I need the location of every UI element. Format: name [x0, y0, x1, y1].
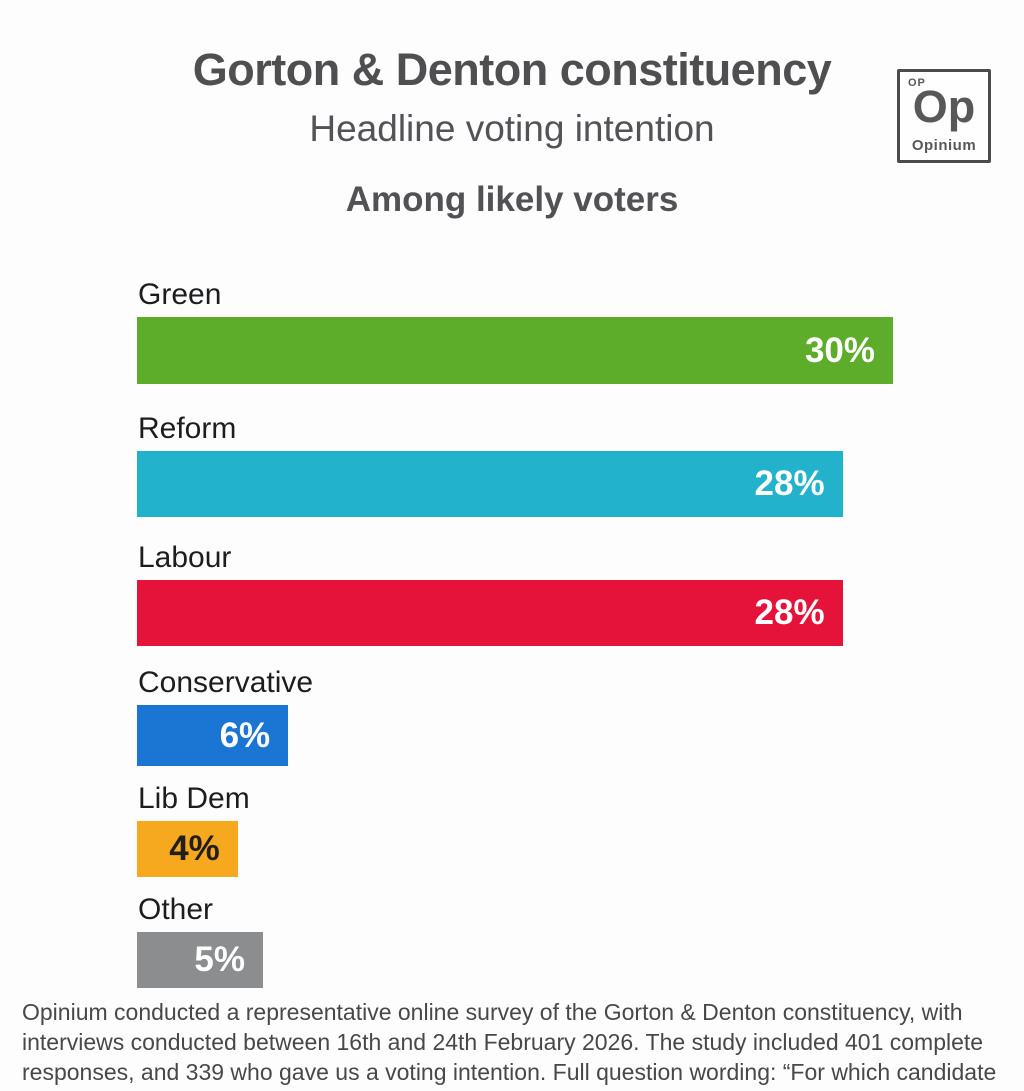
party-label: Green [138, 278, 222, 311]
bar-green: 30% [137, 317, 893, 384]
opinium-logo: OP Op Opinium [897, 69, 991, 163]
bar-labour: 28% [137, 580, 843, 646]
bar-other: 5% [137, 932, 263, 988]
poll-graphic: Gorton & Denton constituency Headline vo… [0, 44, 1024, 1085]
page-subtitle: Headline voting intention [309, 108, 715, 149]
bar-value-label: 30% [804, 330, 875, 370]
logo-corner-text: OP [908, 77, 926, 89]
chart-row-labour: Labour 28% [137, 543, 893, 646]
bar-value-label: 28% [754, 593, 825, 632]
bar-reform: 28% [137, 451, 843, 517]
bar-value-label: 5% [194, 940, 245, 979]
chart-row-green: Green 30% [137, 280, 893, 384]
section-title: Among likely voters [345, 180, 679, 219]
logo-symbol-text: Op [912, 81, 976, 132]
bar-value-label: 6% [219, 715, 271, 755]
chart-row-other: Other 5% [137, 895, 893, 988]
party-label: Reform [138, 412, 237, 445]
logo-brand-text: Opinium [911, 137, 977, 154]
bar-value-label: 28% [754, 464, 825, 503]
party-label: Labour [138, 541, 232, 574]
page-title: Gorton & Denton constituency [192, 44, 832, 95]
chart-row-libdem: Lib Dem 4% [137, 784, 893, 877]
bar-libdem: 4% [137, 821, 238, 877]
party-label: Lib Dem [138, 782, 250, 815]
chart-row-conservative: Conservative 6% [137, 668, 893, 766]
party-label: Other [138, 893, 214, 926]
bar-conservative: 6% [137, 705, 289, 766]
header: Gorton & Denton constituency Headline vo… [0, 44, 1024, 220]
bar-value-label: 4% [169, 829, 220, 868]
bar-chart: Green 30% Reform 28% Labour 28% Conserva… [137, 280, 893, 988]
methodology-note: Opinium conducted a representative onlin… [22, 999, 997, 1085]
chart-row-reform: Reform 28% [137, 414, 893, 517]
party-label: Conservative [138, 666, 314, 699]
